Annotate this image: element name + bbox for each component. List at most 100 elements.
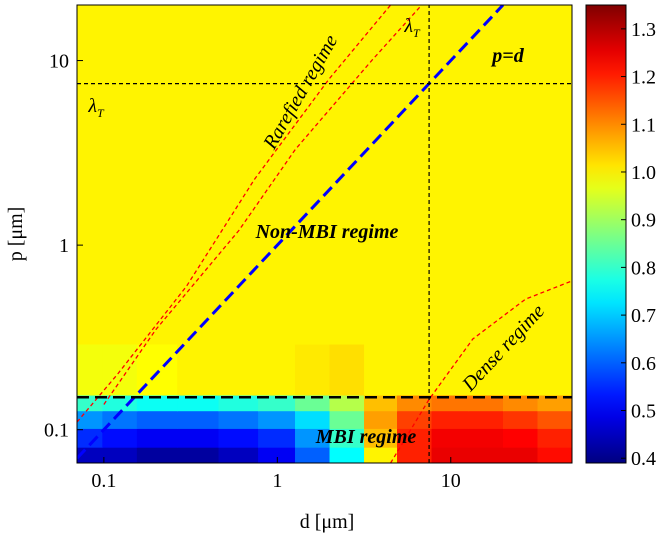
- heat-cell: [136, 394, 178, 412]
- colorbar-tick-label: 0.5: [631, 401, 656, 423]
- heat-cell: [218, 410, 259, 429]
- overlay-line: [103, 5, 423, 405]
- colorbar-tick-label: 0.8: [631, 257, 656, 279]
- heat-cell: [295, 208, 331, 345]
- heat-cell: [218, 428, 259, 448]
- annotation-text: p=d: [490, 45, 524, 67]
- heat-cell: [431, 343, 470, 396]
- heat-cell: [177, 208, 220, 345]
- heat-cell: [537, 447, 572, 463]
- heat-cell: [397, 5, 433, 210]
- heat-cell: [537, 394, 572, 412]
- heat-cell: [102, 208, 138, 345]
- heat-cell: [218, 343, 259, 396]
- heat-cell: [218, 5, 259, 210]
- heat-cell: [177, 394, 220, 412]
- heat-cell: [468, 208, 504, 345]
- heat-cell: [258, 343, 296, 396]
- heat-cell: [177, 447, 220, 463]
- annotation: λT: [87, 95, 105, 120]
- heat-cell: [502, 428, 539, 448]
- heat-cell: [468, 447, 504, 463]
- overlay-line: [77, 5, 505, 460]
- heat-cell: [177, 428, 220, 448]
- heat-cell: [218, 447, 259, 463]
- heat-cell: [468, 343, 504, 396]
- annotation: Non-MBI regime: [255, 221, 399, 243]
- heat-cell: [136, 410, 178, 429]
- colorbar-tick-label: 0.4: [631, 448, 656, 470]
- y-tick-label: 10: [49, 51, 69, 73]
- heat-cell: [295, 447, 331, 463]
- heat-cell: [329, 447, 365, 463]
- colorbar: [585, 4, 627, 464]
- heat-cell: [295, 343, 331, 396]
- heat-cell: [177, 5, 220, 210]
- heat-cell: [329, 410, 365, 429]
- y-axis-label: p [μm]: [5, 207, 27, 262]
- annotation-sub: T: [97, 106, 105, 120]
- heat-cell: [364, 447, 398, 463]
- heat-cell: [397, 394, 433, 412]
- heat-cell: [431, 410, 470, 429]
- heat-cell: [329, 394, 365, 412]
- x-tick-label: 0.1: [91, 470, 116, 492]
- heat-cell: [329, 208, 365, 345]
- heat-cell: [102, 343, 138, 396]
- heat-cell: [102, 428, 138, 448]
- heat-cell: [537, 410, 572, 429]
- heat-cell: [502, 5, 539, 210]
- heat-cell: [502, 410, 539, 429]
- heat-cell: [77, 410, 103, 429]
- heat-cell: [258, 394, 296, 412]
- colorbar-tick-label: 0.9: [631, 210, 656, 232]
- heat-cell: [77, 343, 103, 396]
- heat-cell: [177, 343, 220, 396]
- heat-cell: [102, 5, 138, 210]
- heat-cell: [77, 208, 103, 345]
- heat-cell: [431, 447, 470, 463]
- annotation-text: λ: [87, 95, 97, 117]
- heat-cell: [502, 208, 539, 345]
- heat-cell: [502, 394, 539, 412]
- heat-cell: [258, 428, 296, 448]
- colorbar-tick-label: 1.3: [631, 19, 656, 41]
- heat-cell: [136, 447, 178, 463]
- heat-cell: [364, 208, 398, 345]
- annotation-text: λ: [403, 15, 413, 37]
- heat-cell: [397, 410, 433, 429]
- overlay-line: [390, 280, 572, 463]
- heat-cell: [218, 208, 259, 345]
- heat-cell: [136, 208, 178, 345]
- heat-cell: [364, 394, 398, 412]
- heat-cell: [102, 410, 138, 429]
- heat-cell: [218, 394, 259, 412]
- heat-cell: [102, 447, 138, 463]
- heat-cell: [136, 428, 178, 448]
- plot-area: [77, 5, 572, 463]
- heat-cell: [177, 410, 220, 429]
- heat-cell: [364, 5, 398, 210]
- heat-cell: [77, 5, 103, 210]
- y-tick-label: 0.1: [44, 420, 69, 442]
- annotation: p=d: [490, 45, 524, 67]
- heat-cell: [295, 428, 331, 448]
- annotation-sub: T: [413, 26, 421, 40]
- heat-cell: [468, 5, 504, 210]
- annotation-text: MBI regime: [315, 426, 417, 448]
- annotation-text: Non-MBI regime: [255, 221, 399, 243]
- heat-cell: [397, 343, 433, 396]
- colorbar-tick-label: 1.0: [631, 162, 656, 184]
- heat-cell: [258, 447, 296, 463]
- heat-cell: [102, 394, 138, 412]
- annotation: λT: [403, 15, 421, 40]
- heat-cell: [431, 5, 470, 210]
- heat-cell: [329, 343, 365, 396]
- heat-cell: [468, 410, 504, 429]
- heat-cell: [397, 208, 433, 345]
- heat-cell: [468, 394, 504, 412]
- overlay-line: [77, 5, 392, 423]
- colorbar-tick-label: 1.2: [631, 67, 656, 89]
- heat-cell: [295, 394, 331, 412]
